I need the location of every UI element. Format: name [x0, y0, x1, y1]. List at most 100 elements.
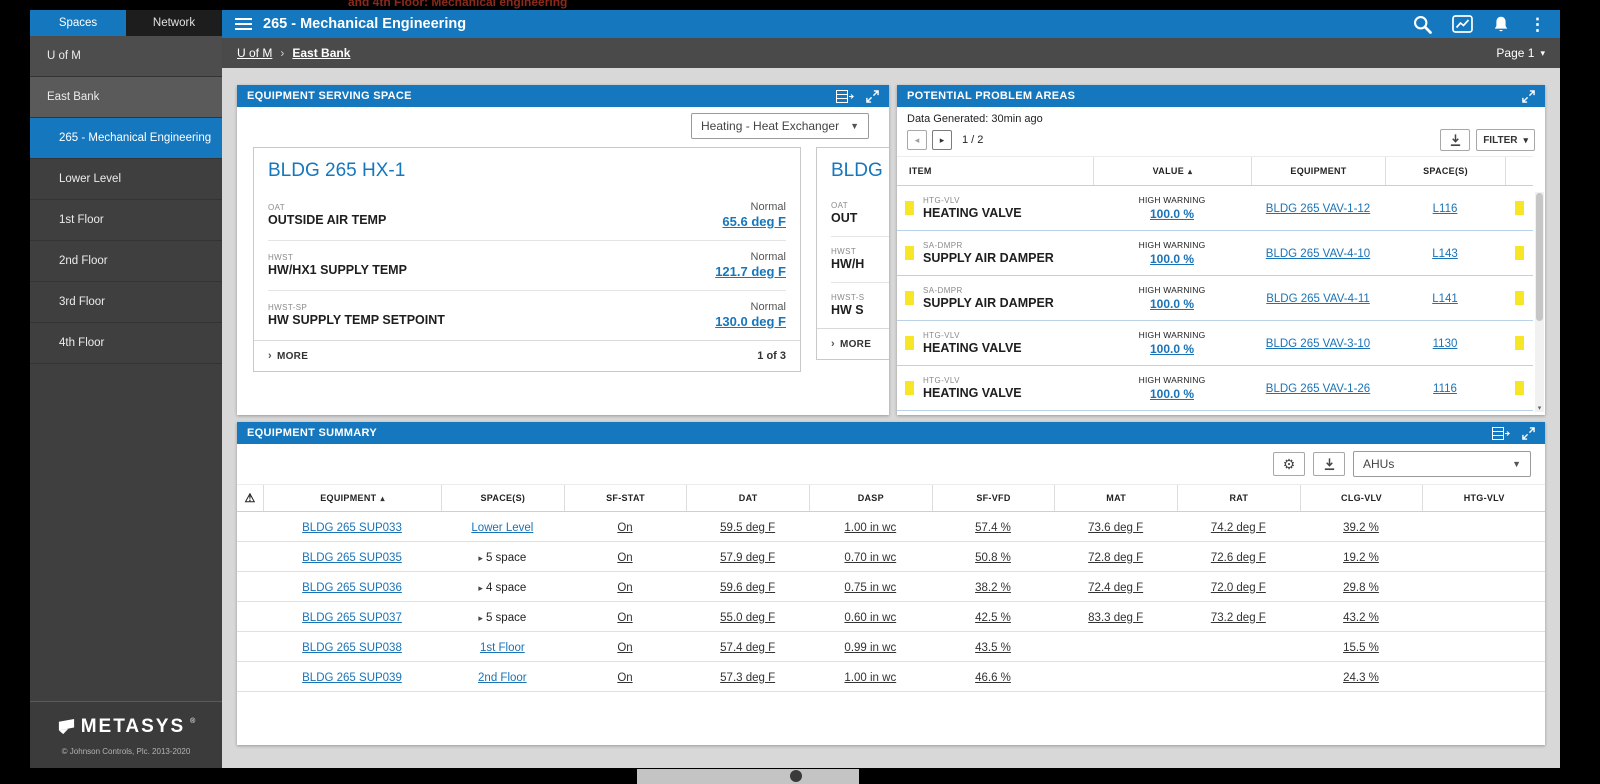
sf-stat-value[interactable]: On: [617, 641, 633, 654]
sidebar-item-265-mechanical-engineering[interactable]: 265 - Mechanical Engineering: [30, 118, 222, 159]
value-link[interactable]: 100.0 %: [1149, 297, 1195, 311]
breadcrumb-link-u-of-m[interactable]: U of M: [237, 46, 273, 60]
kebab-menu-icon[interactable]: ⋮: [1529, 14, 1546, 34]
table-view-icon[interactable]: [1492, 426, 1510, 440]
sidebar-item-4th-floor[interactable]: 4th Floor: [30, 323, 222, 364]
dat-value[interactable]: 55.0 deg F: [720, 611, 776, 624]
mat-value[interactable]: 72.4 deg F: [1088, 581, 1144, 594]
dasp-value[interactable]: 1.00 in wc: [844, 671, 897, 684]
sf-vfd-value[interactable]: 57.4 %: [975, 521, 1011, 534]
column-header-item[interactable]: ITEM: [909, 166, 932, 176]
tab-spaces[interactable]: Spaces: [30, 10, 126, 36]
column-header-equipment[interactable]: EQUIPMENT ▴: [263, 485, 441, 511]
breadcrumb-link-east-bank[interactable]: East Bank: [292, 46, 351, 60]
search-icon[interactable]: [1412, 14, 1433, 35]
dat-value[interactable]: 57.9 deg F: [720, 551, 776, 564]
rat-value[interactable]: 73.2 deg F: [1210, 611, 1266, 624]
sidebar-item-3rd-floor[interactable]: 3rd Floor: [30, 282, 222, 323]
space-group[interactable]: ▸ 4 space: [478, 581, 527, 594]
equipment-link[interactable]: BLDG 265 SUP037: [302, 611, 402, 624]
equipment-link[interactable]: BLDG 265 VAV-4-11: [1266, 293, 1370, 305]
point-value-link[interactable]: 65.6 deg F: [722, 214, 786, 229]
menu-icon[interactable]: [235, 18, 252, 30]
value-link[interactable]: 100.0 %: [1149, 207, 1195, 221]
space-link[interactable]: L141: [1432, 293, 1458, 305]
sf-vfd-value[interactable]: 46.6 %: [975, 671, 1011, 684]
point-value-link[interactable]: 130.0 deg F: [715, 314, 786, 329]
column-header-sf-stat[interactable]: SF-STAT: [563, 485, 687, 511]
download-button[interactable]: [1440, 129, 1471, 151]
dasp-value[interactable]: 1.00 in wc: [844, 521, 897, 534]
equipment-link[interactable]: BLDG 265 VAV-1-12: [1265, 203, 1371, 215]
dat-value[interactable]: 59.5 deg F: [720, 521, 776, 534]
sf-vfd-value[interactable]: 42.5 %: [975, 611, 1011, 624]
sidebar-item-1st-floor[interactable]: 1st Floor: [30, 200, 222, 241]
expand-icon[interactable]: [1522, 426, 1535, 440]
column-header-spaces[interactable]: SPACE(S): [441, 485, 564, 511]
sf-vfd-value[interactable]: 38.2 %: [975, 581, 1011, 594]
sidebar-item-lower-level[interactable]: Lower Level: [30, 159, 222, 200]
sidebar-item-east-bank[interactable]: East Bank: [30, 77, 222, 118]
space-link[interactable]: 1130: [1432, 338, 1458, 350]
equipment-link[interactable]: BLDG 265 SUP038: [302, 641, 402, 654]
more-button[interactable]: › MORE: [831, 338, 872, 350]
mat-value[interactable]: 83.3 deg F: [1088, 611, 1144, 624]
expand-icon[interactable]: [1522, 89, 1535, 103]
rat-value[interactable]: 72.6 deg F: [1210, 551, 1266, 564]
dasp-value[interactable]: 0.75 in wc: [844, 581, 897, 594]
clg-vlv-value[interactable]: 15.5 %: [1343, 641, 1379, 654]
equipment-link[interactable]: BLDG 265 SUP036: [302, 581, 402, 594]
value-link[interactable]: 100.0 %: [1149, 252, 1195, 266]
space-link[interactable]: L116: [1432, 203, 1458, 215]
space-link[interactable]: 1116: [1433, 383, 1457, 395]
clg-vlv-value[interactable]: 19.2 %: [1343, 551, 1379, 564]
column-header-spaces[interactable]: SPACE(S): [1385, 157, 1505, 185]
system-type-dropdown[interactable]: Heating - Heat Exchanger ▼: [691, 113, 869, 139]
dat-value[interactable]: 57.4 deg F: [720, 641, 776, 654]
sf-stat-value[interactable]: On: [617, 611, 633, 624]
column-header-sf-vfd[interactable]: SF-VFD: [931, 485, 1055, 511]
table-view-icon[interactable]: [836, 89, 854, 103]
space-link[interactable]: L143: [1432, 248, 1458, 260]
sf-stat-value[interactable]: On: [617, 671, 633, 684]
space-link[interactable]: 2nd Floor: [478, 671, 527, 684]
equipment-link[interactable]: BLDG 265 SUP039: [302, 671, 402, 684]
sf-vfd-value[interactable]: 43.5 %: [975, 641, 1011, 654]
equipment-link[interactable]: BLDG 265 VAV-1-26: [1265, 383, 1371, 395]
point-value-link[interactable]: 121.7 deg F: [715, 264, 786, 279]
sidebar-item-2nd-floor[interactable]: 2nd Floor: [30, 241, 222, 282]
value-link[interactable]: 100.0 %: [1149, 387, 1195, 401]
space-link[interactable]: Lower Level: [471, 521, 534, 534]
dasp-value[interactable]: 0.99 in wc: [844, 641, 897, 654]
scrollbar-thumb[interactable]: [1536, 193, 1543, 321]
dat-value[interactable]: 59.6 deg F: [720, 581, 776, 594]
column-header-dasp[interactable]: DASP: [808, 485, 932, 511]
alarm-bell-icon[interactable]: [1492, 15, 1510, 34]
space-link[interactable]: 1st Floor: [479, 641, 525, 654]
column-header-dat[interactable]: DAT: [686, 485, 809, 511]
equipment-link[interactable]: BLDG 265 SUP035: [302, 551, 402, 564]
equipment-link[interactable]: BLDG 265 SUP033: [302, 521, 402, 534]
space-group[interactable]: ▸ 5 space: [478, 551, 527, 564]
expand-icon[interactable]: [866, 89, 879, 103]
column-header-clg-vlv[interactable]: CLG-VLV: [1299, 485, 1423, 511]
prev-page-button[interactable]: ◂: [907, 130, 927, 150]
equipment-card-title[interactable]: BLDG 265 HX-1: [268, 160, 406, 181]
dasp-value[interactable]: 0.70 in wc: [844, 551, 897, 564]
more-button[interactable]: › MORE: [268, 350, 309, 362]
sidebar-item-u-of-m[interactable]: U of M: [30, 36, 222, 77]
filter-button[interactable]: FILTER ▾: [1476, 129, 1535, 151]
equipment-type-dropdown[interactable]: AHUs ▼: [1353, 451, 1531, 477]
sf-stat-value[interactable]: On: [617, 551, 633, 564]
page-selector[interactable]: Page 1 ▾: [1496, 46, 1545, 60]
equipment-card-title[interactable]: BLDG: [831, 160, 883, 181]
settings-button[interactable]: ⚙: [1273, 452, 1305, 476]
column-header-value[interactable]: VALUE ▴: [1093, 157, 1251, 185]
clg-vlv-value[interactable]: 24.3 %: [1343, 671, 1379, 684]
scrollbar[interactable]: ▾: [1535, 192, 1544, 412]
value-link[interactable]: 100.0 %: [1149, 342, 1195, 356]
sf-stat-value[interactable]: On: [617, 521, 633, 534]
scroll-down-icon[interactable]: ▾: [1537, 405, 1542, 412]
rat-value[interactable]: 74.2 deg F: [1210, 521, 1266, 534]
space-group[interactable]: ▸ 5 space: [478, 611, 527, 624]
